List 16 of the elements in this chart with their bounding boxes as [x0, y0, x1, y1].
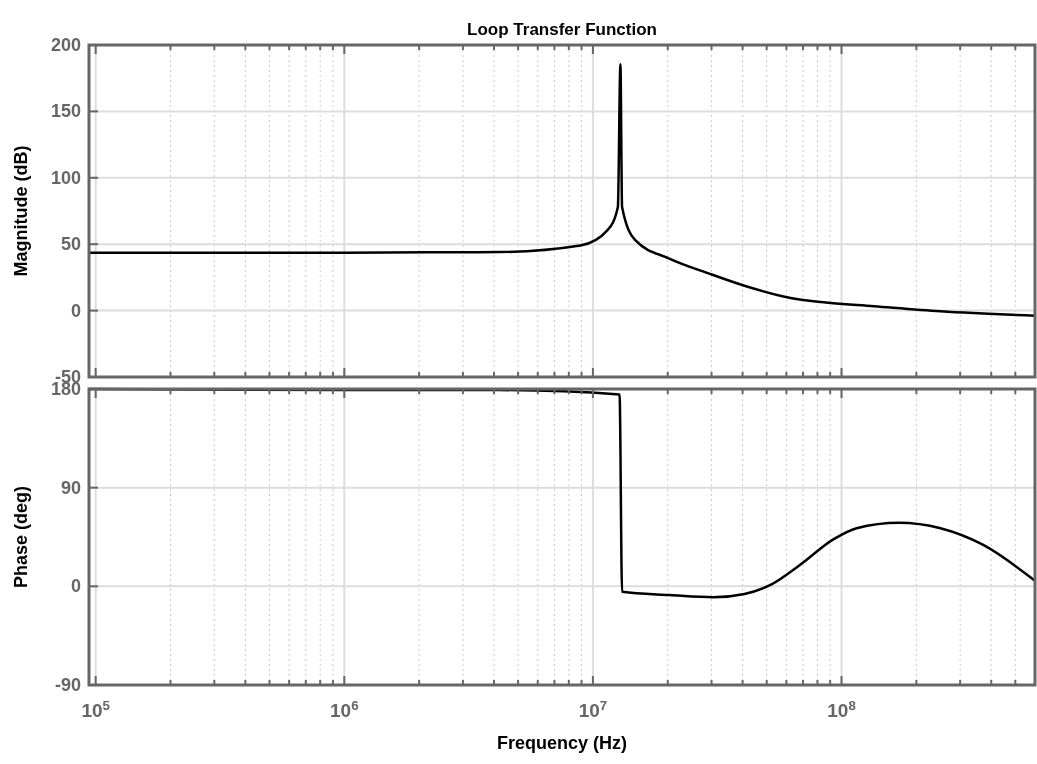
y-tick-label: 150	[50, 101, 81, 122]
y-tick-label: 90	[60, 477, 81, 498]
x-tick-label: 10$^{8}$	[827, 697, 856, 721]
y-tick-label: 50	[60, 234, 81, 255]
x-axis-title: Frequency (Hz)	[496, 733, 628, 753]
x-tick-label: 10$^{7}$	[578, 697, 608, 721]
y-tick-label: 200	[50, 35, 81, 55]
y-tick-label: 100	[50, 167, 81, 188]
y-tick-label: -90	[54, 675, 81, 695]
x-tick-label: 10$^{6}$	[330, 697, 359, 721]
y-tick-label: 0	[70, 576, 81, 597]
y-axis-title: Phase (deg)	[11, 485, 31, 589]
y-axis-title: Magnitude (dB)	[11, 145, 31, 277]
x-tick-label: 10$^{5}$	[81, 697, 111, 721]
chart-title: Loop Transfer Function	[467, 20, 657, 39]
y-tick-label: 0	[70, 300, 81, 321]
